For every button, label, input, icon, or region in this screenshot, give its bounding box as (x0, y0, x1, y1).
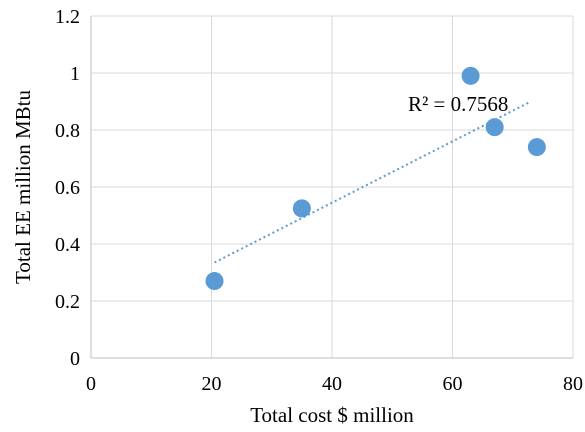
y-tick-label: 1.2 (55, 6, 80, 28)
y-tick-label: 0.8 (55, 120, 80, 142)
x-tick-label: 40 (322, 373, 342, 395)
y-tick-label: 0.4 (55, 234, 80, 256)
x-tick-label: 0 (86, 373, 96, 395)
data-point (461, 66, 480, 85)
y-tick-label: 0 (70, 348, 80, 370)
x-axis-title: Total cost $ million (250, 403, 414, 427)
trendline (214, 100, 532, 264)
x-tick-label: 60 (443, 373, 463, 395)
data-point (205, 272, 224, 291)
trendline-group (214, 100, 532, 264)
data-points (205, 66, 546, 291)
x-tick-label: 80 (563, 373, 583, 395)
y-tick-label: 0.6 (55, 177, 80, 199)
data-point (527, 138, 546, 157)
r-squared-label: R² = 0.7568 (408, 92, 508, 116)
gridlines (91, 15, 574, 358)
data-point (485, 118, 504, 137)
data-point (292, 199, 311, 218)
y-tick-label: 0.2 (55, 291, 80, 313)
axes (90, 16, 573, 359)
tick-labels: 0 0.2 0.4 0.6 0.8 1 1.2 0 20 40 60 80 (55, 6, 583, 395)
y-axis-title: Total EE million MBtu (11, 90, 35, 284)
x-tick-label: 20 (202, 373, 222, 395)
y-tick-label: 1 (70, 63, 80, 85)
